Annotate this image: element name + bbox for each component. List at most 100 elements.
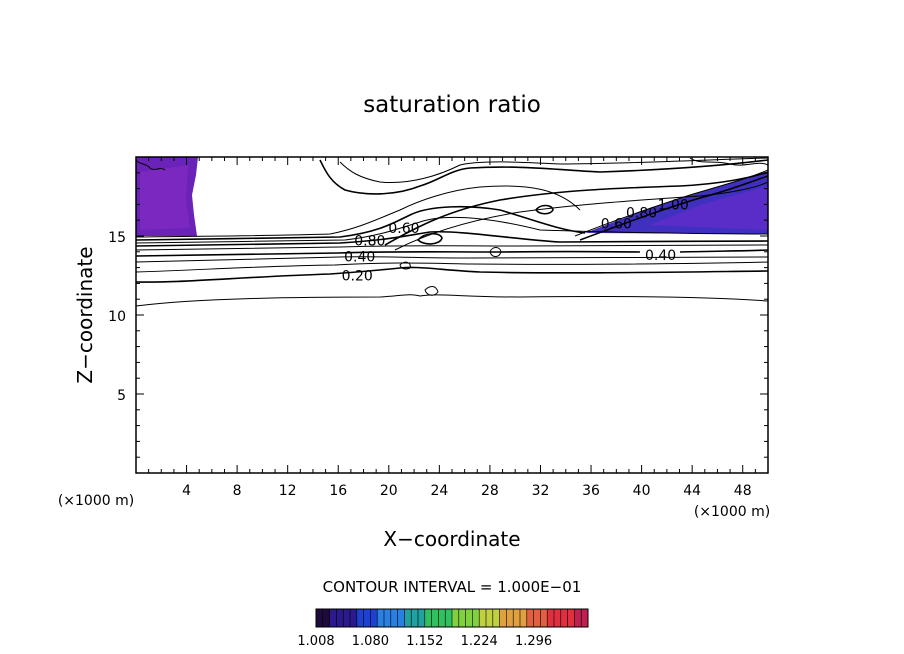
colorbar-band <box>418 609 426 627</box>
contour-blob-1 <box>416 232 443 245</box>
x-tick-label: 28 <box>481 483 499 499</box>
contour-labels: 0.800.600.400.200.400.600.80 1.00 <box>342 197 689 284</box>
contour-line-streak-1 <box>384 171 768 246</box>
colorbar-band <box>458 609 467 627</box>
colorbar-band <box>499 609 507 627</box>
colorbar-frame <box>315 608 589 628</box>
y-axis-label: Z−coordinate <box>73 246 97 383</box>
contour-line-0-20b <box>136 261 768 273</box>
y-tick-label: 10 <box>108 309 126 325</box>
colorbar-band <box>356 609 365 627</box>
contour-line-streak-4 <box>574 169 768 237</box>
colorbar-band <box>316 609 324 627</box>
contour-line-0-60 <box>136 230 768 247</box>
contour-top-wiggle-left <box>136 159 166 171</box>
colorbar-band <box>554 609 562 627</box>
x-tick-label: 24 <box>430 483 448 499</box>
colorbar-band <box>486 609 494 627</box>
x-tick-label: 8 <box>233 483 242 499</box>
contour-line-0-40 <box>136 249 768 257</box>
colorbar-band <box>452 609 460 627</box>
colorbar-band <box>390 609 399 627</box>
x-tick-label: 12 <box>279 483 297 499</box>
contour-line-upper-1 <box>319 159 768 195</box>
contour-label: 0.20 <box>342 269 373 285</box>
contour-line-0-70 <box>136 216 768 244</box>
colorbar-band <box>350 609 358 627</box>
chart-title: saturation ratio <box>363 92 541 118</box>
contour-top-wiggle-right <box>689 157 768 166</box>
x-tick-label: 20 <box>380 483 398 499</box>
colorbar-tick-label: 1.224 <box>461 634 498 649</box>
colorbar-band <box>370 609 378 627</box>
contour-line-streak-2 <box>394 181 768 251</box>
colorbar-band <box>411 609 419 627</box>
contour-blob-4 <box>399 261 411 270</box>
colorbar-band <box>560 609 569 627</box>
x-axis-label: X−coordinate <box>383 527 520 551</box>
contour-line-0-10 <box>136 294 768 307</box>
colorbar-band <box>445 609 453 627</box>
colorbar-band <box>567 609 575 627</box>
colorbar <box>315 608 589 628</box>
colorbar-band <box>322 609 331 627</box>
y-tick-label: 15 <box>108 230 126 246</box>
colorbar-band <box>397 609 405 627</box>
x-tick-label: 36 <box>582 483 600 499</box>
y-tick-label: 5 <box>117 388 126 404</box>
colorbar-labels: 1.008 1.080 1.152 1.224 1.296 <box>297 634 552 649</box>
colorbar-band <box>329 609 337 627</box>
contour-label: 0.40 <box>645 248 676 264</box>
contour-label: 0.60 <box>601 216 632 232</box>
colorbar-band <box>424 609 433 627</box>
colorbar-band <box>465 609 473 627</box>
contour-lines <box>136 157 768 307</box>
colorbar-band <box>533 609 541 627</box>
colorbar-band <box>384 609 392 627</box>
contour-line-0-50 <box>136 244 768 251</box>
x-unit-right: (×1000 m) <box>694 504 770 520</box>
colorbar-tick-label: 1.152 <box>406 634 443 649</box>
supersaturated-region-right-core <box>650 186 768 230</box>
x-tick-labels: 4 8 12 16 20 24 28 32 36 40 44 48 <box>182 483 752 499</box>
contour-label: 0.80 <box>626 205 657 221</box>
colorbar-band <box>540 609 548 627</box>
contour-blob-5 <box>424 286 439 296</box>
x-unit-left: (×1000 m) <box>58 493 134 509</box>
x-tick-label: 32 <box>532 483 550 499</box>
contour-line-0-80 <box>136 205 586 241</box>
colorbar-band <box>574 609 582 627</box>
contour-line-0-30 <box>136 256 768 263</box>
colorbar-band <box>438 609 446 627</box>
x-tick-label: 48 <box>734 483 752 499</box>
colorbar-band <box>363 609 371 627</box>
colorbar-band <box>336 609 344 627</box>
supersaturated-region-left-core <box>140 165 190 230</box>
colorbar-tick-label: 1.008 <box>297 634 334 649</box>
colorbar-band <box>513 609 521 627</box>
colorbar-band <box>404 609 412 627</box>
x-tick-label: 44 <box>683 483 701 499</box>
colorbar-band <box>431 609 439 627</box>
contour-label: 0.80 <box>354 234 385 250</box>
colorbar-band <box>492 609 501 627</box>
colorbar-band <box>526 609 535 627</box>
contour-line-streak-3 <box>579 175 768 241</box>
y-tick-labels: 5 10 15 <box>108 230 126 404</box>
filled-regions <box>136 157 768 236</box>
colorbar-band <box>472 609 480 627</box>
colorbar-band <box>377 609 385 627</box>
contour-label: 0.60 <box>388 221 419 237</box>
axis-ticks <box>136 157 768 473</box>
contour-blob-2 <box>535 204 554 215</box>
colorbar-band <box>479 609 487 627</box>
colorbar-band <box>520 609 528 627</box>
contour-line-upper-2 <box>339 157 768 184</box>
x-tick-label: 40 <box>633 483 651 499</box>
x-tick-label: 16 <box>329 483 347 499</box>
contour-label: 1.00 <box>658 197 689 213</box>
contour-interval-text: CONTOUR INTERVAL = 1.000E−01 <box>323 578 582 596</box>
colorbar-band <box>343 609 351 627</box>
contour-line-0-90 <box>136 185 581 238</box>
